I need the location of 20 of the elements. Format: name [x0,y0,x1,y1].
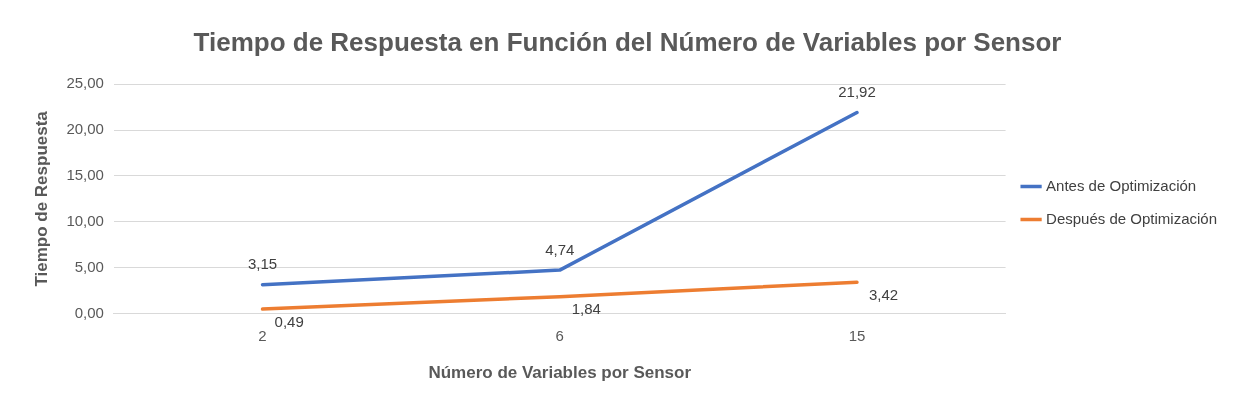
data-label: 3,42 [868,285,899,303]
legend-label: Después de Optimización [1046,209,1217,227]
x-tick-label: 2 [258,326,267,344]
data-label: 0,49 [274,312,304,330]
x-tick-label: 6 [555,326,564,344]
y-axis-title: Tiempo de Respuesta [31,110,51,287]
y-tick-label: 25,00 [66,74,104,92]
y-tick-label: 0,00 [74,303,104,321]
data-label: 1,84 [571,300,601,318]
legend-label: Antes de Optimización [1046,176,1197,194]
data-label: 21,92 [838,83,876,101]
y-tick-label: 5,00 [74,257,104,275]
x-axis-title: Número de Variables por Sensor [428,363,692,383]
y-tick-label: 15,00 [66,166,104,184]
x-tick-label: 15 [848,326,866,344]
data-label: 3,15 [247,255,278,273]
chart-title: Tiempo de Respuesta en Función del Número de Variables por Sensor [193,26,1062,57]
y-tick-label: 20,00 [66,120,104,138]
y-tick-label: 10,00 [66,211,104,229]
data-label: 4,74 [545,240,575,258]
